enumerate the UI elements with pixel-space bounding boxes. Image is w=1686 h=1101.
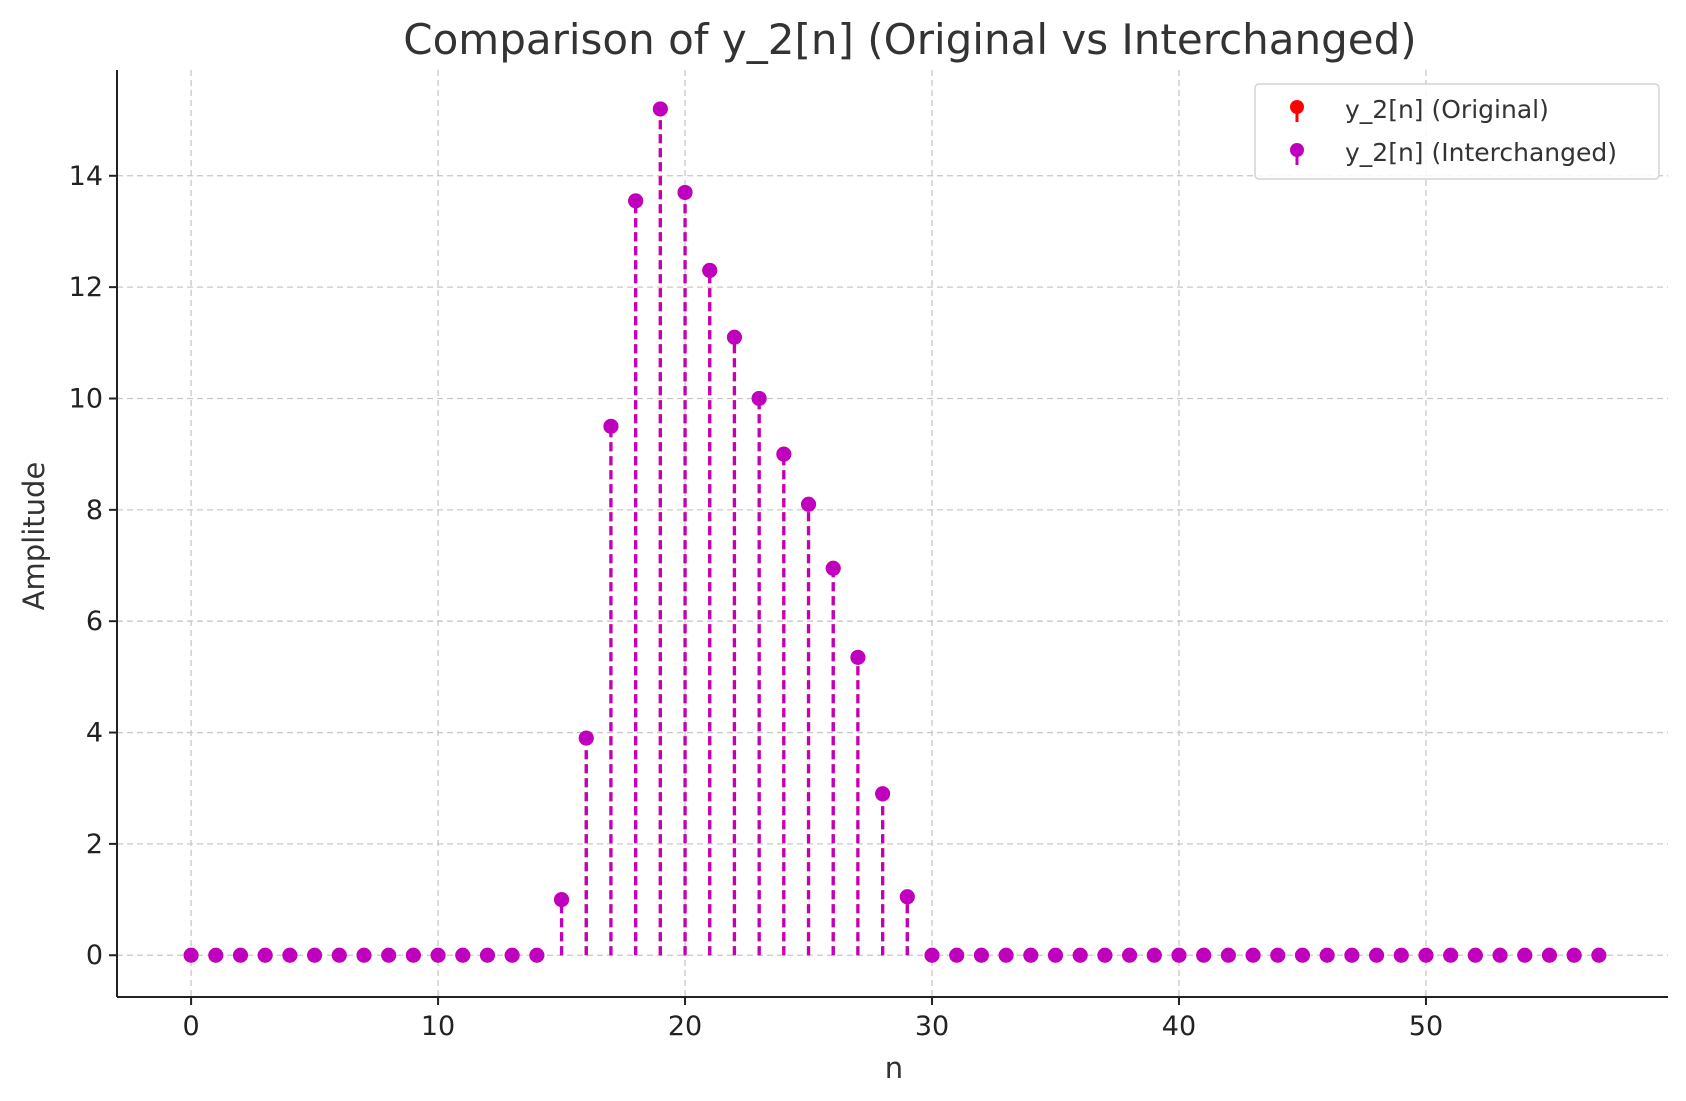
y-tick-label: 12 (69, 272, 103, 303)
stem-marker (405, 947, 421, 963)
x-tick-label: 30 (915, 1011, 949, 1042)
x-tick-label: 50 (1409, 1011, 1443, 1042)
stem-layer (183, 101, 1607, 963)
stem-marker (430, 947, 446, 963)
stem-marker (751, 390, 767, 406)
stem-marker (1294, 947, 1310, 963)
y-axis-label: Amplitude (17, 462, 51, 611)
y-tick-label: 2 (86, 829, 103, 860)
stem-marker (232, 947, 248, 963)
y-tick-label: 8 (86, 495, 103, 526)
x-tick-label: 40 (1162, 1011, 1196, 1042)
stem-marker (1467, 947, 1483, 963)
stem-marker (208, 947, 224, 963)
stem-marker (1344, 947, 1360, 963)
stem-marker (1270, 947, 1286, 963)
stem-marker (1369, 947, 1385, 963)
x-tick-label: 10 (421, 1011, 455, 1042)
legend-entry-label: y_2[n] (Interchanged) (1345, 138, 1617, 167)
stem-marker (628, 193, 644, 209)
stem-marker (381, 947, 397, 963)
stem-marker (924, 947, 940, 963)
stem-marker (1245, 947, 1261, 963)
stem-marker (875, 786, 891, 802)
stem-marker (1541, 947, 1557, 963)
stem-marker (1171, 947, 1187, 963)
legend: y_2[n] (Original) y_2[n] (Interchanged) (1254, 83, 1660, 180)
stem-marker (554, 892, 570, 908)
stem-marker (825, 560, 841, 576)
chart-title: Comparison of y_2[n] (Original vs Interc… (403, 15, 1416, 64)
stem-marker (257, 947, 273, 963)
stem-marker (307, 947, 323, 963)
stem-marker (702, 262, 718, 278)
stem-marker (776, 446, 792, 462)
x-axis-label: n (885, 1051, 903, 1085)
stem-marker (331, 947, 347, 963)
stem-marker (603, 418, 619, 434)
stem-marker (998, 947, 1014, 963)
stem-marker (1220, 947, 1236, 963)
stem-marker (1492, 947, 1508, 963)
stem-marker (1146, 947, 1162, 963)
legend-swatch-marker (1290, 143, 1304, 157)
stem-marker (949, 947, 965, 963)
stem-marker (1566, 947, 1582, 963)
stem-marker (1048, 947, 1064, 963)
y-tick-label: 14 (69, 161, 103, 192)
series-interchanged (183, 101, 1607, 963)
legend-entry-label: y_2[n] (Original) (1345, 95, 1549, 124)
grid-layer (117, 70, 1668, 997)
stem-marker (183, 947, 199, 963)
stem-marker (504, 947, 520, 963)
stem-marker (529, 947, 545, 963)
stem-marker (1591, 947, 1607, 963)
stem-marker (578, 730, 594, 746)
y-tick-label: 10 (69, 383, 103, 414)
stem-marker (899, 889, 915, 905)
stem-marker (1122, 947, 1138, 963)
stem-marker (1418, 947, 1434, 963)
stem-marker (1097, 947, 1113, 963)
legend-box (1254, 83, 1660, 180)
y-tick-label: 6 (86, 606, 103, 637)
stem-marker (1072, 947, 1088, 963)
legend-swatch-marker (1290, 100, 1304, 114)
stem-marker (973, 947, 989, 963)
axes-layer: 0 10 20 30 40 50 0 2 4 6 8 10 12 14 (69, 70, 1668, 1042)
stem-marker (1393, 947, 1409, 963)
stem-marker (1023, 947, 1039, 963)
stem-marker (479, 947, 495, 963)
stem-marker (801, 496, 817, 512)
stem-marker (1517, 947, 1533, 963)
stem-marker (1443, 947, 1459, 963)
stem-marker (455, 947, 471, 963)
y-tick-label: 0 (86, 940, 103, 971)
stem-marker (356, 947, 372, 963)
y-tick-label: 4 (86, 718, 103, 749)
x-tick-label: 20 (668, 1011, 702, 1042)
series-original (183, 101, 1607, 963)
stem-marker (726, 329, 742, 345)
stem-marker (282, 947, 298, 963)
stem-marker (677, 184, 693, 200)
stem-marker (850, 649, 866, 665)
x-tick-label: 0 (182, 1011, 199, 1042)
stem-marker (652, 101, 668, 117)
stem-marker (1319, 947, 1335, 963)
stem-marker (1196, 947, 1212, 963)
